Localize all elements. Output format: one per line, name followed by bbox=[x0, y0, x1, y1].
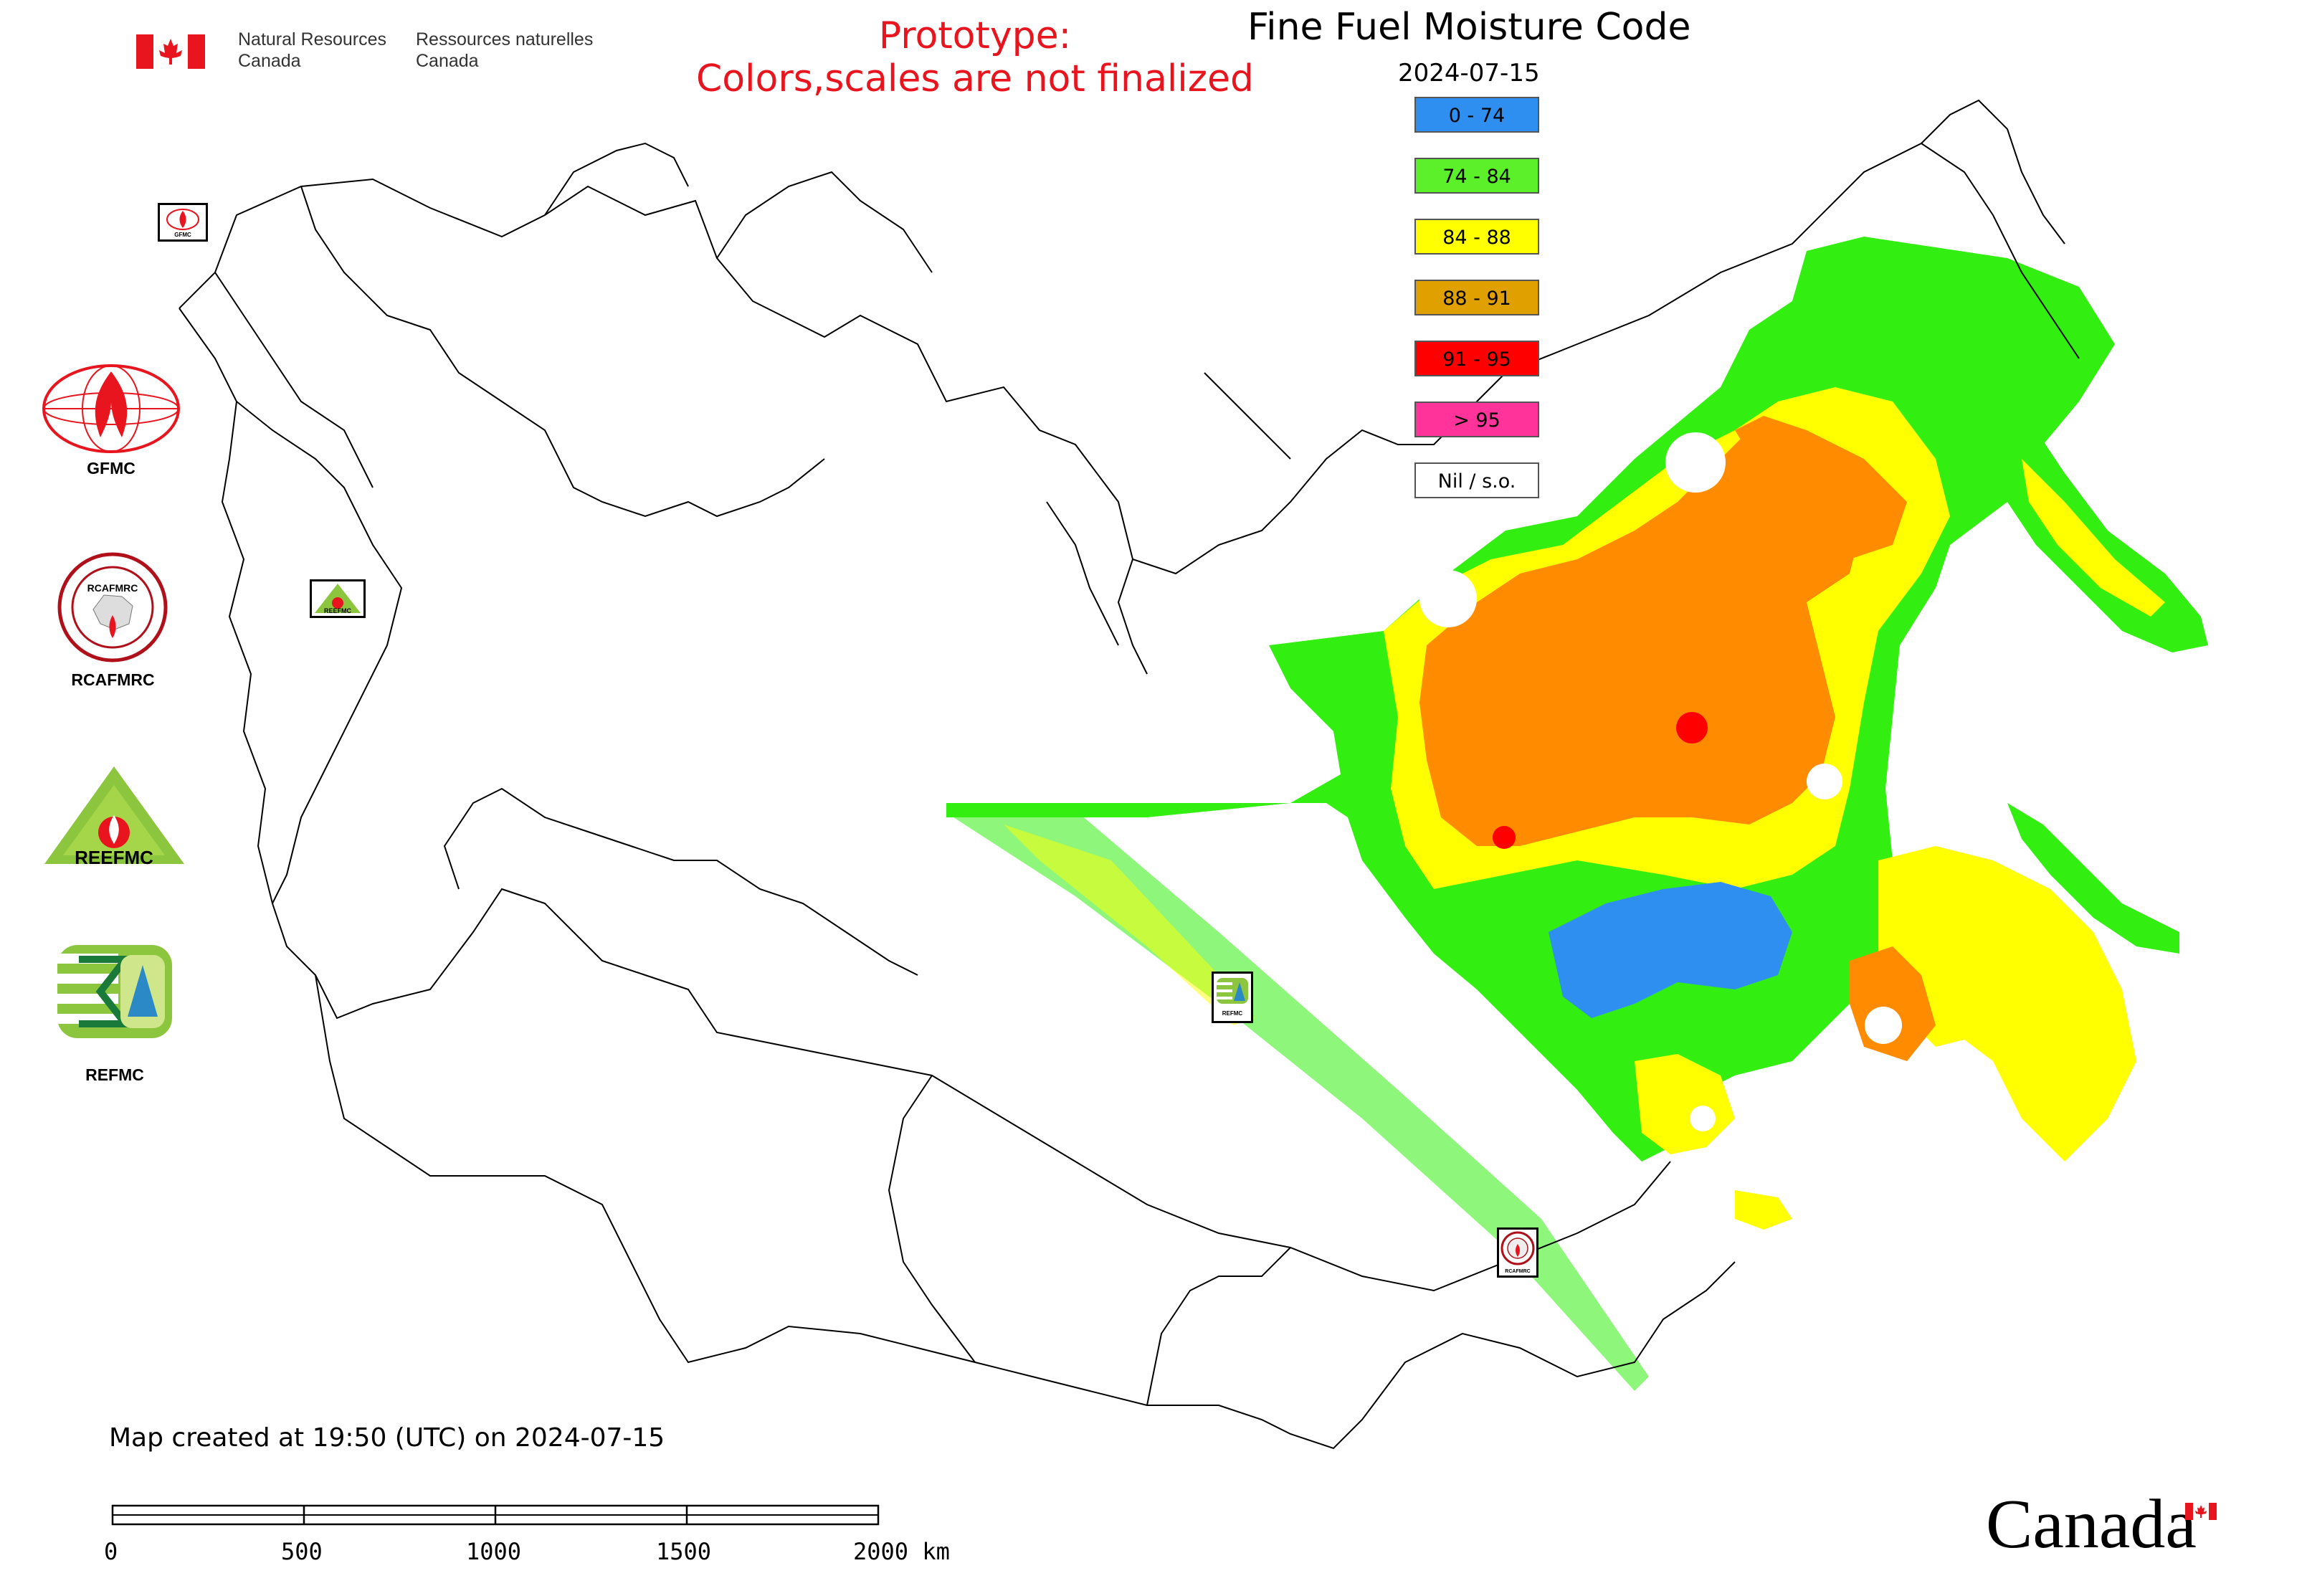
rcafmrc-label: RCAFMRC bbox=[71, 670, 155, 689]
rcafmrc-logo-text: RCAFMRC bbox=[87, 582, 138, 594]
svg-text:REFMC: REFMC bbox=[1222, 1010, 1243, 1017]
prototype-notice: Prototype: Colors,scales are not finaliz… bbox=[667, 14, 1283, 100]
refmc-logo-block: REFMC bbox=[57, 945, 172, 1088]
raster-red-2 bbox=[1493, 826, 1516, 849]
reefmc-marker-icon: REEFMC bbox=[315, 584, 361, 614]
reefmc-logo-icon: REEFMC bbox=[44, 766, 184, 868]
ffmc-raster bbox=[946, 237, 2208, 1391]
raster-kamchatka-yellow bbox=[2022, 459, 2165, 617]
legend-item: 91 - 95 bbox=[1414, 341, 1539, 376]
svg-text:RCAFMRC: RCAFMRC bbox=[1505, 1269, 1530, 1274]
rcafmrc-logo-icon: RCAFMRC bbox=[57, 552, 168, 662]
legend-item: 84 - 88 bbox=[1414, 219, 1539, 255]
gfmc-label: GFMC bbox=[87, 459, 135, 478]
prototype-line2: Colors,scales are not finalized bbox=[695, 57, 1255, 100]
gfmc-logo-icon bbox=[42, 364, 180, 453]
scale-label-500: 500 bbox=[281, 1538, 323, 1565]
rcafmrc-marker-icon: RCAFMRC bbox=[1500, 1231, 1535, 1274]
scale-bar bbox=[111, 1504, 882, 1527]
svg-text:GFMC: GFMC bbox=[174, 232, 191, 238]
map-created-text: Map created at 19:50 (UTC) on 2024-07-15 bbox=[109, 1423, 665, 1453]
prototype-line1: Prototype: bbox=[878, 14, 1072, 57]
raster-orange-north bbox=[1735, 416, 1907, 559]
scale-label-1000: 1000 bbox=[466, 1538, 522, 1565]
legend-item: 0 - 74 bbox=[1414, 97, 1539, 133]
reefmc-logo-text: REEFMC bbox=[75, 847, 153, 868]
scale-label-2000: 2000 km bbox=[853, 1538, 950, 1565]
raster-blue bbox=[1549, 882, 1792, 1018]
legend-item: Nil / s.o. bbox=[1414, 462, 1539, 498]
dept-fr-line2: Canada bbox=[416, 51, 479, 71]
rcafmrc-marker[interactable]: RCAFMRC bbox=[1497, 1227, 1538, 1278]
raster-streaks-yellow bbox=[1004, 825, 1255, 1025]
gfmc-marker-icon: GFMC bbox=[166, 209, 199, 238]
refmc-logo-icon bbox=[57, 945, 172, 1038]
dept-en-line1: Natural Resources bbox=[238, 29, 387, 49]
scale-label-1500: 1500 bbox=[656, 1538, 712, 1565]
refmc-label: REFMC bbox=[85, 1065, 144, 1084]
scale-bar-graphic bbox=[111, 1504, 880, 1526]
gfmc-marker[interactable]: GFMC bbox=[158, 203, 208, 242]
raster-sakhalin bbox=[2007, 803, 2179, 954]
raster-kamchatka bbox=[2000, 416, 2208, 652]
dept-fr-line1: Ressources naturelles bbox=[416, 29, 594, 49]
refmc-marker-icon: REFMC bbox=[1217, 978, 1248, 1017]
reefmc-marker[interactable]: REEFMC bbox=[310, 579, 366, 618]
gov-signature: Natural Resources Canada Ressources natu… bbox=[136, 29, 602, 79]
admin-borders bbox=[179, 99, 2080, 1450]
map-date: 2024-07-15 bbox=[1398, 59, 1540, 87]
canada-wordmark-flag-icon bbox=[2185, 1503, 2217, 1520]
legend-item: 88 - 91 bbox=[1414, 280, 1539, 315]
raster-yellow-east bbox=[1878, 846, 2136, 1162]
canada-wordmark: Canada bbox=[1986, 1484, 2222, 1570]
raster-yellow-south bbox=[1635, 1054, 1735, 1154]
legend-item: > 95 bbox=[1414, 402, 1539, 437]
dept-en-line2: Canada bbox=[238, 51, 301, 71]
rcafmrc-logo-block: RCAFMRC RCAFMRC bbox=[50, 552, 176, 695]
canada-wordmark-text: Canada bbox=[1986, 1486, 2197, 1563]
raster-orange bbox=[1419, 430, 1864, 846]
canada-flag-icon bbox=[136, 34, 205, 69]
gfmc-logo-block: GFMC bbox=[39, 358, 183, 480]
refmc-marker[interactable]: REFMC bbox=[1212, 972, 1253, 1023]
raster-red-1 bbox=[1676, 712, 1708, 744]
svg-text:REEFMC: REEFMC bbox=[324, 607, 352, 614]
reefmc-logo-block: REEFMC bbox=[37, 764, 191, 871]
scale-label-0: 0 bbox=[104, 1538, 118, 1565]
map-title: Fine Fuel Moisture Code bbox=[1247, 6, 1691, 49]
legend-item: 74 - 84 bbox=[1414, 158, 1539, 194]
